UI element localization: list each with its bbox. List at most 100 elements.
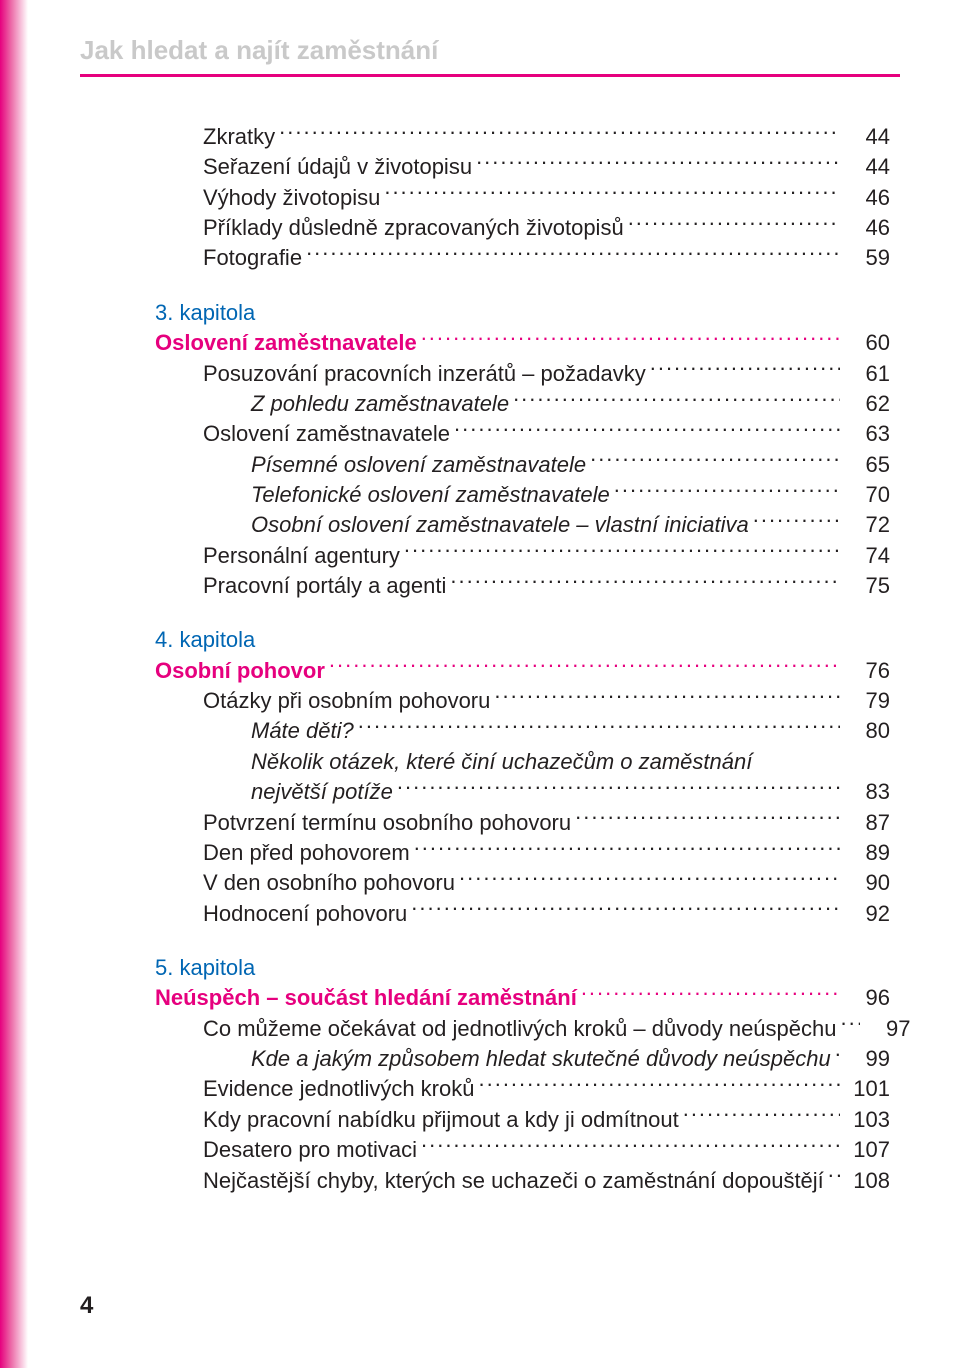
toc-entry: Kdy pracovní nabídku přijmout a kdy ji o… <box>155 1105 890 1135</box>
toc-leader <box>575 808 840 830</box>
toc-entry-label: Příklady důsledně zpracovaných životopis… <box>203 213 624 243</box>
toc-entry: Evidence jednotlivých kroků101 <box>155 1074 890 1104</box>
toc-entry-label: Nejčastější chyby, kterých se uchazeči o… <box>203 1166 824 1196</box>
toc-leader <box>478 1074 840 1096</box>
toc-entry: Kde a jakým způsobem hledat skutečné dův… <box>155 1044 890 1074</box>
toc-entry-page: 59 <box>844 243 890 273</box>
toc-entry: Pracovní portály a agenti 75 <box>155 571 890 601</box>
toc-leader <box>404 541 840 563</box>
section-title-label: Osobní pohovor <box>155 656 325 686</box>
toc-leader <box>835 1044 840 1066</box>
toc-entry: Personální agentury74 <box>155 541 890 571</box>
toc-entry: největší potíže 83 <box>251 777 890 807</box>
toc-entry-label: Písemné oslovení zaměstnavatele <box>251 450 586 480</box>
toc-entry: Posuzování pracovních inzerátů – požadav… <box>155 359 890 389</box>
table-of-contents: Zkratky44Seřazení údajů v životopisu44Vý… <box>155 122 890 1220</box>
toc-entry-label: Posuzování pracovních inzerátů – požadav… <box>203 359 646 389</box>
toc-leader: ........................................… <box>421 328 840 350</box>
toc-leader <box>840 1014 860 1036</box>
toc-entry-label: Den před pohovorem <box>203 838 410 868</box>
toc-leader <box>414 838 840 860</box>
toc-entry-label: Kde a jakým způsobem hledat skutečné dův… <box>251 1044 831 1074</box>
toc-entry-page: 44 <box>844 152 890 182</box>
toc-entry: Oslovení zaměstnavatele 63 <box>155 419 890 449</box>
toc-leader <box>614 480 840 502</box>
toc-leader <box>683 1105 840 1127</box>
toc-entry-page: 46 <box>844 183 890 213</box>
toc-leader <box>650 359 840 381</box>
header-title: Jak hledat a najít zaměstnání <box>80 35 900 72</box>
toc-leader <box>421 1135 840 1157</box>
toc-entry-page: 62 <box>844 389 890 419</box>
toc-leader <box>494 686 840 708</box>
toc-leader <box>450 571 840 593</box>
toc-leader <box>454 419 840 441</box>
toc-entry: Výhody životopisu 46 <box>155 183 890 213</box>
toc-entry-page: 99 <box>844 1044 890 1074</box>
toc-entry-page: 61 <box>844 359 890 389</box>
toc-entry-label: Telefonické oslovení zaměstnavatele <box>251 480 610 510</box>
toc-leader <box>397 777 840 799</box>
toc-entry: Seřazení údajů v životopisu44 <box>155 152 890 182</box>
toc-entry-page: 97 <box>864 1014 910 1044</box>
toc-entry: V den osobního pohovoru90 <box>155 868 890 898</box>
toc-leader: ........................................… <box>581 983 840 1005</box>
toc-entry-label: Výhody životopisu <box>203 183 380 213</box>
toc-entry-label: Potvrzení termínu osobního pohovoru <box>203 808 571 838</box>
toc-leader <box>590 450 840 472</box>
toc-group: 5. kapitolaNeúspěch – součást hledání za… <box>155 953 890 1196</box>
section-title-label: Neúspěch – součást hledání zaměstnání <box>155 983 577 1013</box>
toc-entry-page: 75 <box>844 571 890 601</box>
toc-entry-label: Pracovní portály a agenti <box>203 571 446 601</box>
toc-entry-page: 96 <box>844 983 890 1013</box>
toc-entry-label: Kdy pracovní nabídku přijmout a kdy ji o… <box>203 1105 679 1135</box>
toc-leader <box>753 510 840 532</box>
toc-leader: ........................................… <box>329 656 840 678</box>
toc-entry-page: 44 <box>844 122 890 152</box>
toc-leader <box>476 152 840 174</box>
toc-entry-page: 72 <box>844 510 890 540</box>
toc-entry: Den před pohovorem 89 <box>155 838 890 868</box>
toc-entry: Hodnocení pohovoru92 <box>155 899 890 929</box>
toc-entry-page: 107 <box>844 1135 890 1165</box>
toc-entry-label: Desatero pro motivaci <box>203 1135 417 1165</box>
left-pink-gradient <box>0 0 28 1368</box>
toc-entry-label: Fotografie <box>203 243 302 273</box>
toc-entry: Máte děti? 80 <box>155 716 890 746</box>
toc-entry-page: 89 <box>844 838 890 868</box>
toc-entry-label: Oslovení zaměstnavatele <box>203 419 450 449</box>
toc-entry: Zkratky44 <box>155 122 890 152</box>
toc-entry: Fotografie 59 <box>155 243 890 273</box>
toc-entry-label: Máte děti? <box>251 716 354 746</box>
toc-entry-label: Evidence jednotlivých kroků <box>203 1074 474 1104</box>
toc-entry-page: 70 <box>844 480 890 510</box>
toc-entry-page: 108 <box>844 1166 890 1196</box>
toc-entry-label: Personální agentury <box>203 541 400 571</box>
toc-entry: Příklady důsledně zpracovaných životopis… <box>155 213 890 243</box>
toc-entry-page: 63 <box>844 419 890 449</box>
toc-entry-page: 80 <box>844 716 890 746</box>
toc-entry-page: 103 <box>844 1105 890 1135</box>
toc-entry: Co můžeme očekávat od jednotlivých kroků… <box>155 1014 890 1044</box>
toc-leader <box>513 389 840 411</box>
toc-entry-page: 76 <box>844 656 890 686</box>
chapter-label: 3. kapitola <box>155 298 890 328</box>
toc-entry-label: V den osobního pohovoru <box>203 868 455 898</box>
toc-leader <box>828 1166 840 1188</box>
toc-entry-page: 79 <box>844 686 890 716</box>
toc-entry-page: 87 <box>844 808 890 838</box>
toc-entry-page: 83 <box>844 777 890 807</box>
toc-leader <box>358 716 840 738</box>
toc-entry-page: 65 <box>844 450 890 480</box>
toc-entry: Desatero pro motivaci 107 <box>155 1135 890 1165</box>
toc-entry-label: největší potíže <box>251 777 393 807</box>
toc-entry: Potvrzení termínu osobního pohovoru 87 <box>155 808 890 838</box>
toc-entry: Osobní oslovení zaměstnavatele – vlastní… <box>155 510 890 540</box>
chapter-label: 5. kapitola <box>155 953 890 983</box>
toc-entry-page: 46 <box>844 213 890 243</box>
page-number: 4 <box>80 1292 93 1320</box>
toc-group: Zkratky44Seřazení údajů v životopisu44Vý… <box>155 122 890 274</box>
header-rule <box>80 74 900 77</box>
toc-entry: Otázky při osobním pohovoru79 <box>155 686 890 716</box>
toc-entry: Nejčastější chyby, kterých se uchazeči o… <box>155 1166 890 1196</box>
